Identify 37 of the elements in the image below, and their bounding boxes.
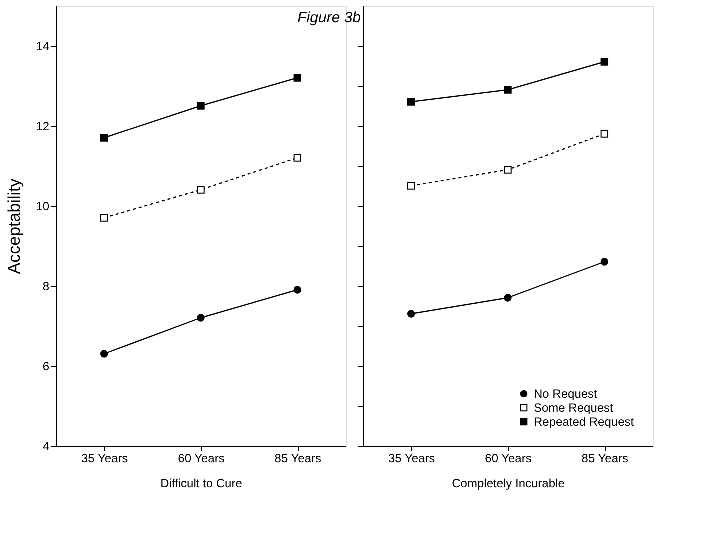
- point: [100, 350, 108, 358]
- x-tick-label: 85 Years: [274, 452, 322, 466]
- y-tick-label: 6: [42, 360, 50, 374]
- point: [504, 86, 512, 94]
- legend-label: Repeated Request: [534, 415, 635, 429]
- point: [197, 186, 205, 194]
- point: [407, 310, 416, 318]
- point: [504, 166, 512, 174]
- point: [197, 314, 205, 322]
- y-tick-label: 4: [42, 440, 50, 454]
- point: [407, 98, 416, 106]
- point: [100, 134, 108, 142]
- x-tick-label: 60 Years: [178, 452, 225, 466]
- point: [100, 214, 108, 222]
- legend-label: Some Request: [534, 401, 614, 415]
- chart-title: Figure 3b: [298, 10, 362, 26]
- point: [407, 182, 416, 190]
- point: [600, 130, 609, 138]
- point: [600, 58, 609, 66]
- point: [504, 294, 512, 302]
- y-tick-label: 8: [42, 280, 50, 294]
- point: [294, 74, 302, 82]
- x-tick-label: 35 Years: [81, 452, 128, 466]
- point: [197, 102, 205, 110]
- x-tick-label: 35 Years: [388, 452, 436, 466]
- x-axis-title: Difficult to Cure: [160, 476, 243, 490]
- x-axis-title: Completely Incurable: [452, 476, 566, 490]
- point: [294, 286, 302, 294]
- y-tick-label: 12: [36, 120, 50, 134]
- x-tick-label: 85 Years: [582, 452, 629, 466]
- y-axis-title: Acceptability: [5, 178, 24, 274]
- point: [294, 154, 302, 162]
- x-tick-label: 60 Years: [485, 452, 532, 466]
- y-tick-label: 10: [36, 200, 50, 214]
- point: [600, 258, 609, 266]
- legend-label: No Request: [534, 387, 598, 401]
- y-tick-label: 14: [36, 40, 50, 54]
